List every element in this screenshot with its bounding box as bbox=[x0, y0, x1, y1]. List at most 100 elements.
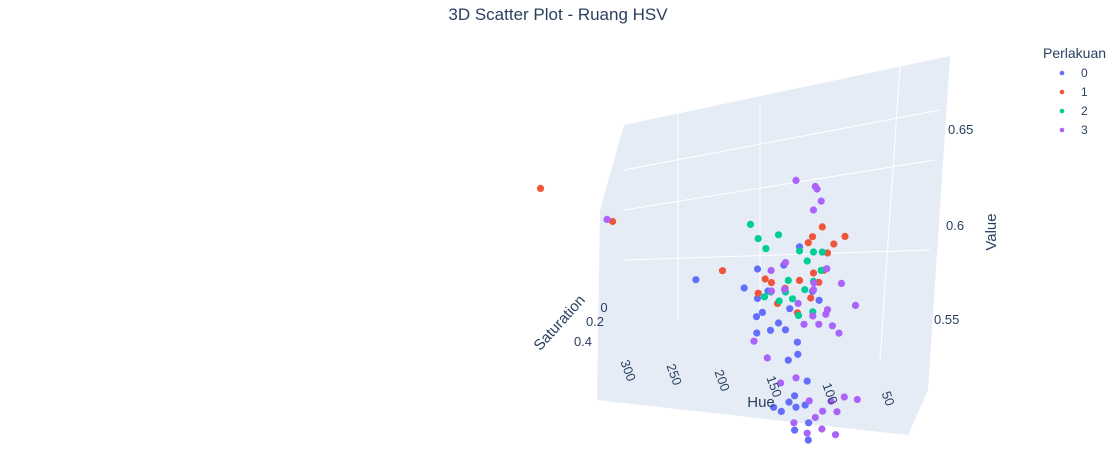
legend-label-2[interactable]: 2 bbox=[1081, 104, 1088, 118]
data-point-series-0[interactable] bbox=[766, 326, 775, 334]
z-tick-label: 0.6 bbox=[946, 218, 964, 233]
data-point-series-1[interactable] bbox=[809, 269, 818, 277]
data-point-series-3[interactable] bbox=[777, 379, 785, 387]
data-point-series-1[interactable] bbox=[807, 294, 815, 302]
data-point-series-1[interactable] bbox=[536, 184, 545, 192]
data-point-series-3[interactable] bbox=[811, 413, 819, 422]
legend-label-3[interactable]: 3 bbox=[1081, 123, 1088, 137]
data-point-series-2[interactable] bbox=[774, 231, 783, 239]
data-point-series-3[interactable] bbox=[763, 354, 771, 362]
data-point-series-3[interactable] bbox=[805, 397, 813, 405]
data-point-series-0[interactable] bbox=[784, 356, 792, 364]
data-point-series-1[interactable] bbox=[767, 279, 776, 287]
data-point-series-2[interactable] bbox=[775, 297, 783, 305]
data-point-series-3[interactable] bbox=[851, 301, 860, 309]
data-point-series-3[interactable] bbox=[780, 285, 789, 293]
x-tick-label: 250 bbox=[663, 362, 685, 388]
data-point-series-2[interactable] bbox=[788, 295, 797, 303]
data-point-series-3[interactable] bbox=[792, 374, 800, 382]
data-point-series-0[interactable] bbox=[753, 265, 762, 273]
data-point-series-3[interactable] bbox=[815, 320, 823, 328]
data-point-series-3[interactable] bbox=[835, 329, 843, 337]
data-point-series-3[interactable] bbox=[827, 397, 835, 405]
data-point-series-0[interactable] bbox=[793, 338, 802, 346]
data-point-series-3[interactable] bbox=[809, 312, 817, 320]
data-point-series-3[interactable] bbox=[790, 419, 798, 427]
data-point-series-2[interactable] bbox=[795, 247, 804, 255]
data-point-series-2[interactable] bbox=[754, 235, 762, 243]
data-point-series-2[interactable] bbox=[818, 248, 826, 256]
data-point-series-3[interactable] bbox=[853, 395, 861, 404]
legend-marker-2[interactable] bbox=[1059, 108, 1065, 114]
data-point-series-1[interactable] bbox=[804, 239, 812, 247]
data-point-series-3[interactable] bbox=[794, 299, 802, 307]
legend-label-1[interactable]: 1 bbox=[1081, 85, 1088, 99]
data-point-series-3[interactable] bbox=[750, 337, 758, 345]
legend-label-0[interactable]: 0 bbox=[1081, 66, 1088, 80]
data-point-series-0[interactable] bbox=[804, 436, 812, 444]
data-point-series-3[interactable] bbox=[767, 266, 775, 275]
data-point-series-0[interactable] bbox=[785, 398, 793, 406]
data-point-series-2[interactable] bbox=[762, 245, 770, 253]
data-point-series-1[interactable] bbox=[761, 275, 769, 283]
legend-marker-0[interactable] bbox=[1059, 70, 1065, 76]
data-point-series-2[interactable] bbox=[803, 257, 811, 265]
data-point-series-3[interactable] bbox=[833, 408, 841, 416]
data-point-series-2[interactable] bbox=[746, 220, 755, 228]
data-point-series-1[interactable] bbox=[754, 289, 762, 297]
data-point-series-3[interactable] bbox=[603, 215, 611, 223]
data-point-series-3[interactable] bbox=[781, 259, 790, 267]
data-point-series-3[interactable] bbox=[823, 306, 832, 314]
data-point-series-2[interactable] bbox=[760, 293, 769, 301]
data-point-series-3[interactable] bbox=[809, 286, 818, 294]
data-point-series-3[interactable] bbox=[803, 429, 811, 437]
data-point-series-3[interactable] bbox=[828, 322, 837, 330]
data-point-series-3[interactable] bbox=[837, 279, 846, 287]
data-point-series-1[interactable] bbox=[841, 232, 849, 240]
data-point-series-3[interactable] bbox=[800, 320, 808, 328]
data-point-series-0[interactable] bbox=[753, 329, 761, 337]
data-point-series-0[interactable] bbox=[803, 377, 811, 385]
data-point-series-3[interactable] bbox=[818, 425, 826, 433]
data-point-series-2[interactable] bbox=[817, 266, 825, 274]
data-point-series-0[interactable] bbox=[791, 426, 799, 434]
data-point-series-3[interactable] bbox=[819, 407, 827, 415]
data-point-series-3[interactable] bbox=[817, 197, 825, 205]
data-point-series-1[interactable] bbox=[609, 217, 617, 226]
data-point-series-1[interactable] bbox=[718, 267, 727, 275]
data-point-series-0[interactable] bbox=[794, 350, 802, 358]
data-point-series-0[interactable] bbox=[815, 296, 823, 304]
data-point-series-2[interactable] bbox=[784, 276, 792, 284]
data-point-series-1[interactable] bbox=[818, 223, 826, 231]
data-point-series-0[interactable] bbox=[774, 319, 783, 327]
data-point-series-3[interactable] bbox=[792, 176, 800, 184]
data-point-series-3[interactable] bbox=[831, 431, 840, 439]
data-point-series-0[interactable] bbox=[805, 419, 813, 427]
data-point-series-2[interactable] bbox=[809, 248, 818, 256]
data-point-series-3[interactable] bbox=[823, 265, 831, 273]
data-point-series-3[interactable] bbox=[809, 206, 818, 214]
data-point-series-3[interactable] bbox=[813, 185, 821, 193]
data-point-series-0[interactable] bbox=[792, 403, 800, 411]
data-point-series-1[interactable] bbox=[808, 233, 817, 241]
data-point-series-0[interactable] bbox=[692, 276, 700, 284]
data-point-series-3[interactable] bbox=[840, 393, 848, 401]
legend-marker-3[interactable] bbox=[1059, 127, 1065, 133]
data-point-series-3[interactable] bbox=[810, 279, 818, 287]
grid-lines bbox=[623, 65, 941, 361]
data-point-series-0[interactable] bbox=[752, 313, 761, 321]
data-point-series-1[interactable] bbox=[830, 240, 838, 248]
data-point-series-3[interactable] bbox=[767, 287, 776, 295]
data-point-series-2[interactable] bbox=[794, 311, 803, 320]
data-point-series-0[interactable] bbox=[781, 326, 790, 334]
data-point-series-0[interactable] bbox=[740, 284, 748, 292]
data-point-series-2[interactable] bbox=[801, 286, 809, 294]
data-point-series-0[interactable] bbox=[786, 305, 794, 313]
data-point-series-0[interactable] bbox=[770, 403, 778, 411]
data-point-series-1[interactable] bbox=[795, 276, 804, 284]
data-point-series-0[interactable] bbox=[791, 392, 799, 400]
legend-marker-1[interactable] bbox=[1059, 89, 1065, 95]
data-point-series-0[interactable] bbox=[777, 407, 785, 415]
data-point-series-0[interactable] bbox=[758, 308, 767, 316]
